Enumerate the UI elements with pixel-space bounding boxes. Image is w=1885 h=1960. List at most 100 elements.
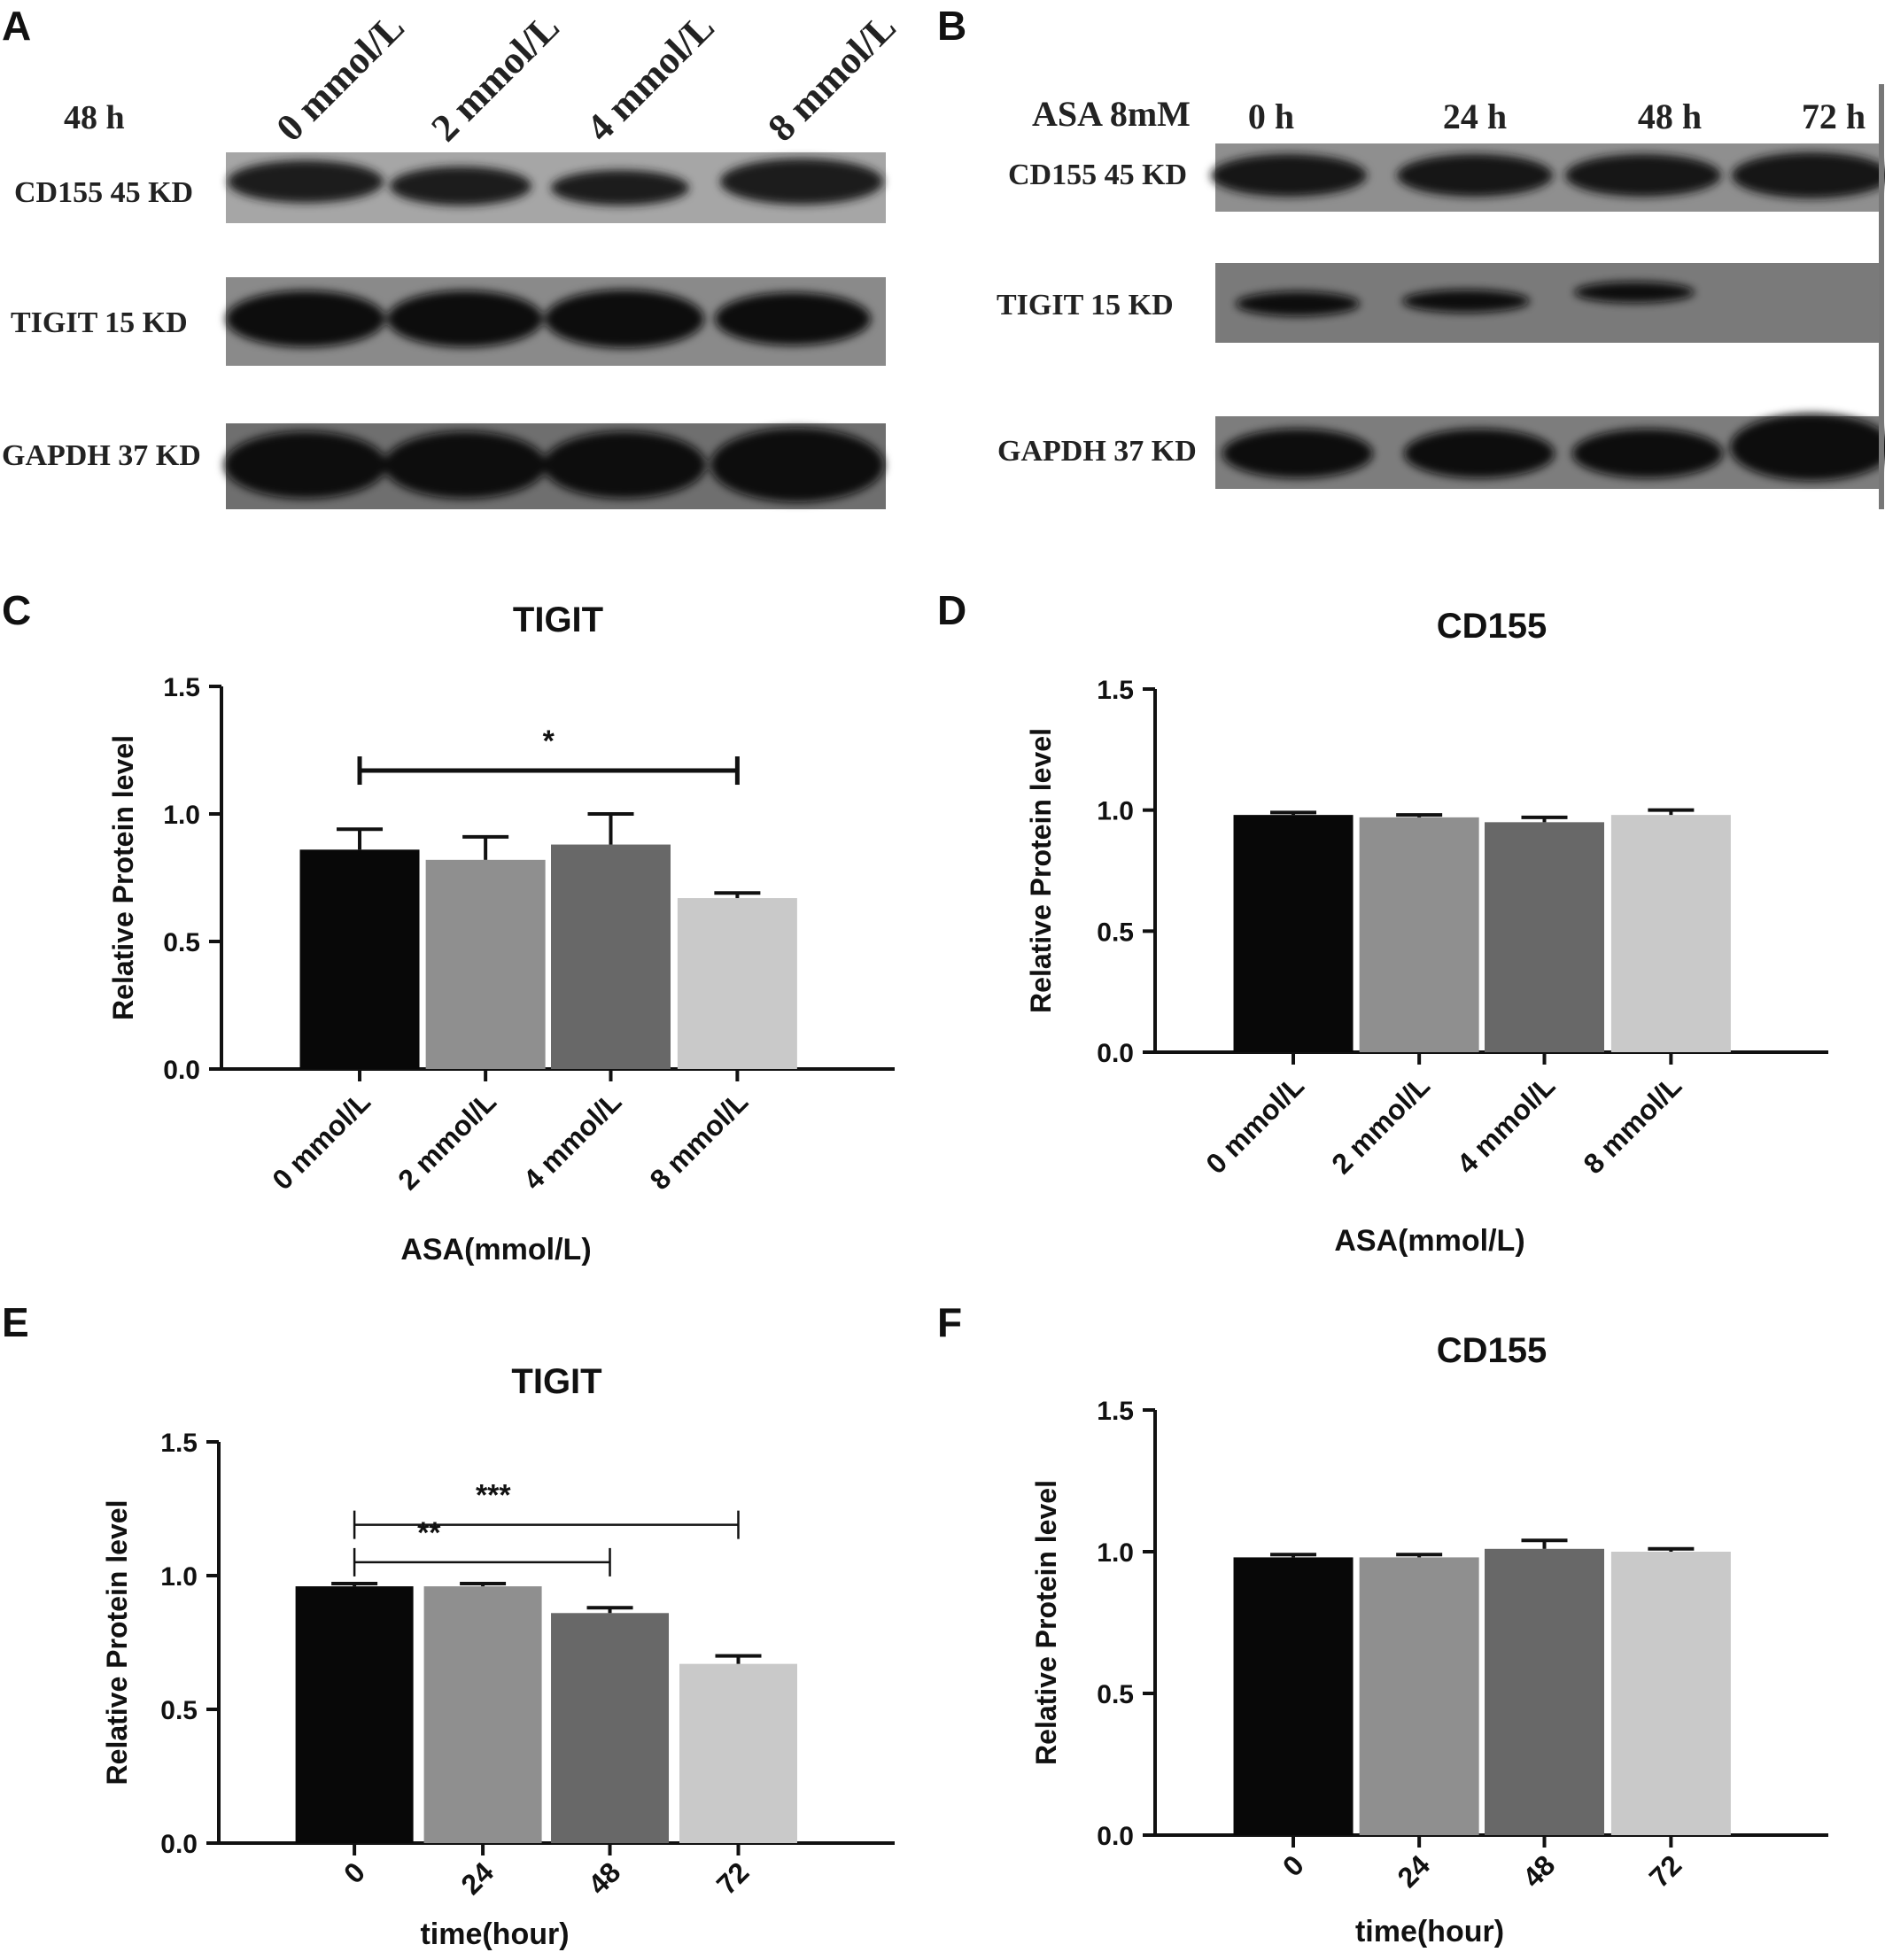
- chart-f-ytick-label-2: 1.0: [1097, 1538, 1134, 1568]
- chart-d-bar-3: [1610, 815, 1731, 1052]
- chart-d-title: CD155: [1437, 607, 1548, 646]
- chart-d-ylabel: Relative Protein level: [1025, 728, 1057, 1013]
- chart-e-xtick-label-1: 24: [454, 1855, 500, 1901]
- blot-a-row-cd155: CD155 45 KD: [14, 176, 193, 209]
- chart-e-sig-label-1: ***: [476, 1479, 511, 1513]
- chart-d-xtick-label-1: 2 mmol/L: [1325, 1069, 1436, 1180]
- bar-chart-e: TIGIT 0.0 0.5 1.0 1.5 Relative Protein level 0…: [101, 1362, 895, 1951]
- blot-b-condition-label: ASA 8mM: [1032, 94, 1191, 134]
- chart-c-ytick-label-2: 1.0: [163, 801, 200, 830]
- chart-e-xtick-label-3: 72: [710, 1855, 756, 1901]
- chart-e-ytick-label-3: 1.5: [160, 1429, 198, 1458]
- chart-f-ylabel: Relative Protein level: [1030, 1480, 1062, 1765]
- chart-d-xtick-label-0: 0 mmol/L: [1199, 1069, 1310, 1180]
- blot-b-gapdh-bands: [1222, 414, 1885, 481]
- chart-d-xlabel: ASA(mmol/L): [1334, 1224, 1524, 1258]
- chart-d-ytick-label-1: 0.5: [1097, 918, 1134, 947]
- panel-letter-b: B: [937, 3, 967, 49]
- blot-a-lane-labels: 0 mmol/L 2 mmol/L 4 mmol/L 8 mmol/L: [268, 5, 904, 150]
- chart-f-xtick-label-0: 0: [1276, 1848, 1310, 1882]
- chart-e-xtick-label-2: 48: [582, 1855, 627, 1901]
- chart-f-xtick-label-1: 24: [1391, 1848, 1436, 1894]
- chart-e-xlabel: time(hour): [420, 1917, 569, 1951]
- chart-d-bar-1: [1359, 817, 1479, 1052]
- chart-f-ytick-label-3: 1.5: [1097, 1397, 1134, 1426]
- blot-b-lane-2: 24 h: [1443, 97, 1507, 136]
- blot-a-lane-1: 0 mmol/L: [268, 5, 412, 150]
- chart-d-ytick-label-3: 1.5: [1097, 676, 1134, 705]
- chart-c-bar-2: [551, 844, 671, 1069]
- chart-f-bar-1: [1359, 1557, 1479, 1835]
- chart-d-ytick-label-2: 1.0: [1097, 797, 1134, 826]
- chart-e-sig-label-0: **: [417, 1516, 441, 1550]
- bar-chart-d: CD155 0.0 0.5 1.0 1.5 Relative Protein level 0…: [1025, 607, 1828, 1258]
- blot-b-lane-labels: 0 h 24 h 48 h 72 h: [1248, 97, 1866, 136]
- blot-b-lane-4: 72 h: [1802, 97, 1866, 136]
- blot-b-row-cd155: CD155 45 KD: [1008, 159, 1187, 191]
- chart-c-xlabel: ASA(mmol/L): [400, 1233, 591, 1267]
- chart-c-ytick-label-3: 1.5: [163, 673, 200, 702]
- chart-e-bar-0: [295, 1586, 414, 1843]
- chart-c-xtick-label-3: 8 mmol/L: [644, 1085, 755, 1196]
- blot-a-lane-3: 4 mmol/L: [578, 5, 722, 150]
- panel-letter-c: C: [2, 587, 32, 633]
- chart-c-ytick-label-0: 0.0: [163, 1056, 200, 1085]
- chart-d-bar-0: [1233, 815, 1354, 1052]
- blot-b-row-tigit: TIGIT 15 KD: [997, 289, 1174, 322]
- blot-a-row-gapdh: GAPDH 37 KD: [2, 439, 201, 472]
- blot-a-lane-2: 2 mmol/L: [423, 5, 567, 150]
- chart-c-xtick-label-0: 0 mmol/L: [266, 1085, 376, 1196]
- chart-f-bar-3: [1610, 1552, 1731, 1835]
- chart-c-bar-1: [425, 859, 546, 1069]
- chart-e-ytick-label-1: 0.5: [160, 1696, 198, 1725]
- chart-e-bar-1: [423, 1586, 542, 1843]
- chart-e-ylabel: Relative Protein level: [101, 1500, 133, 1786]
- chart-d-bar-2: [1485, 822, 1604, 1052]
- chart-c-bar-3: [677, 898, 797, 1069]
- chart-e-bar-3: [679, 1663, 797, 1843]
- panel-letter-f: F: [937, 1299, 963, 1345]
- chart-c-bar-0: [299, 849, 420, 1069]
- blot-b-tigit-bands: [1236, 282, 1695, 316]
- chart-f-xlabel: time(hour): [1355, 1915, 1504, 1948]
- chart-c-xtick-label-1: 2 mmol/L: [392, 1085, 502, 1196]
- western-blot-panel-b: ASA 8mM 0 h 24 h 48 h 72 h CD155 45 KD T…: [997, 84, 1885, 509]
- chart-e-xtick-label-0: 0: [337, 1855, 371, 1889]
- panel-letter-a: A: [2, 3, 32, 49]
- panel-letter-d: D: [937, 587, 967, 633]
- chart-d-xtick-label-3: 8 mmol/L: [1578, 1069, 1688, 1180]
- chart-c-ytick-label-1: 0.5: [163, 928, 200, 957]
- chart-c-title: TIGIT: [513, 600, 603, 639]
- chart-e-ytick-label-0: 0.0: [160, 1830, 198, 1859]
- chart-f-ytick-label-1: 0.5: [1097, 1680, 1134, 1709]
- blot-a-gapdh-bands: [224, 428, 884, 502]
- chart-f-bar-2: [1485, 1548, 1604, 1835]
- chart-f-title: CD155: [1437, 1331, 1548, 1370]
- blot-a-row-tigit: TIGIT 15 KD: [11, 306, 188, 339]
- chart-d-ytick-label-0: 0.0: [1097, 1039, 1134, 1068]
- chart-e-title: TIGIT: [511, 1362, 601, 1401]
- chart-e-bar-2: [551, 1613, 670, 1843]
- chart-d-xtick-label-2: 4 mmol/L: [1451, 1069, 1562, 1180]
- panel-letter-e: E: [2, 1299, 29, 1345]
- blot-b-lane-1: 0 h: [1248, 97, 1294, 136]
- blot-a-tigit-bands: [226, 290, 871, 348]
- blot-b-edge-line: [1879, 84, 1884, 509]
- bar-chart-f: CD155 0.0 0.5 1.0 1.5 Relative Protein level 0…: [1030, 1331, 1828, 1948]
- blot-a-lane-4: 8 mmol/L: [759, 5, 904, 150]
- blot-b-lane-3: 48 h: [1638, 97, 1702, 136]
- chart-f-xtick-label-2: 48: [1517, 1848, 1562, 1894]
- western-blot-panel-a: 48 h 0 mmol/L 2 mmol/L 4 mmol/L 8 mmol/L…: [2, 5, 904, 509]
- chart-c-sig-label-0: *: [543, 724, 555, 758]
- chart-f-bar-0: [1233, 1557, 1354, 1835]
- blot-a-time-label: 48 h: [64, 99, 125, 136]
- chart-f-ytick-label-0: 0.0: [1097, 1822, 1134, 1851]
- chart-f-xtick-label-3: 72: [1643, 1848, 1688, 1894]
- bar-chart-c: TIGIT 0.0 0.5 1.0 1.5 Relative Protein level 0…: [107, 600, 895, 1267]
- chart-c-ylabel: Relative Protein level: [107, 735, 139, 1020]
- chart-c-xtick-label-2: 4 mmol/L: [517, 1085, 628, 1196]
- blot-a-cd155-bands: [228, 159, 883, 205]
- blot-b-row-gapdh: GAPDH 37 KD: [997, 435, 1197, 468]
- chart-e-ytick-label-2: 1.0: [160, 1562, 198, 1592]
